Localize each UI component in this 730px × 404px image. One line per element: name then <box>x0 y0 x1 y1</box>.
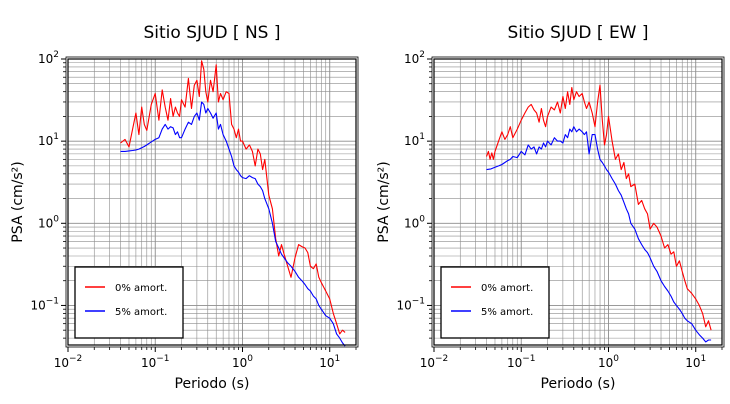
x-tick-label: 10−1 <box>141 354 170 370</box>
plot-frame-outer <box>431 56 725 348</box>
legend-label: 0% amort. <box>481 283 533 294</box>
x-tick-label-exp: 0 <box>613 354 619 364</box>
chart-title: Sitio SJUD [ NS ] <box>143 23 280 43</box>
x-tick-label-base: 10 <box>319 356 334 370</box>
y-tick-label-exp: 0 <box>419 214 425 224</box>
series-line-5pct-damping <box>486 126 712 343</box>
series-line-0pct-damping <box>485 84 712 331</box>
y-tick-label-exp: 2 <box>53 50 59 60</box>
x-tick-label: 101 <box>685 354 706 370</box>
legend-label: 5% amort. <box>481 307 533 318</box>
y-axis-label: PSA (cm/s²) <box>376 161 392 243</box>
series-line-5pct-damping <box>120 101 346 347</box>
y-tick-label-base: 10 <box>404 216 419 230</box>
x-tick-label-base: 10 <box>232 356 247 370</box>
y-tick-label: 102 <box>38 50 59 66</box>
series-line-0pct-damping <box>120 60 346 335</box>
x-axis-label: Periodo (s) <box>175 376 250 392</box>
x-tick-label-base: 10 <box>685 356 700 370</box>
y-tick-label-exp: 0 <box>53 214 59 224</box>
plot-frame <box>67 58 357 346</box>
y-tick-label-base: 10 <box>38 52 53 66</box>
x-tick-label-exp: −2 <box>435 354 448 364</box>
x-tick-label-exp: −2 <box>69 354 82 364</box>
y-tick-label-base: 10 <box>38 216 53 230</box>
y-tick-label-exp: 1 <box>53 132 59 142</box>
plot-frame-outer <box>65 56 359 348</box>
y-tick-label: 10−1 <box>396 296 425 312</box>
x-tick-label-base: 10 <box>141 356 156 370</box>
chart-title: Sitio SJUD [ EW ] <box>507 23 648 43</box>
x-tick-label: 100 <box>598 354 619 370</box>
y-tick-label: 100 <box>404 214 425 230</box>
x-tick-label: 10−1 <box>507 354 536 370</box>
plot-frame <box>433 58 723 346</box>
x-tick-label-base: 10 <box>420 356 435 370</box>
x-tick-label: 10−2 <box>54 354 83 370</box>
legend-label: 0% amort. <box>115 283 167 294</box>
x-tick-label-exp: −1 <box>156 354 169 364</box>
y-tick-label-base: 10 <box>30 298 45 312</box>
y-tick-label: 101 <box>404 132 425 148</box>
x-tick-label-base: 10 <box>598 356 613 370</box>
y-tick-label: 102 <box>404 50 425 66</box>
legend-label: 5% amort. <box>115 307 167 318</box>
x-tick-label-exp: 0 <box>247 354 253 364</box>
x-tick-label: 10−2 <box>420 354 449 370</box>
x-tick-label: 101 <box>319 354 340 370</box>
y-tick-label-base: 10 <box>404 52 419 66</box>
y-axis-label: PSA (cm/s²) <box>10 161 26 243</box>
y-tick-label-exp: 1 <box>419 132 425 142</box>
x-axis-label: Periodo (s) <box>541 376 616 392</box>
legend-box <box>440 266 550 339</box>
x-tick-label: 100 <box>232 354 253 370</box>
legend-box <box>74 266 184 339</box>
y-tick-label-base: 10 <box>404 134 419 148</box>
x-tick-label-exp: 1 <box>335 354 341 364</box>
x-tick-label-base: 10 <box>54 356 69 370</box>
y-tick-label-base: 10 <box>396 298 411 312</box>
y-tick-label-exp: −1 <box>412 296 425 306</box>
x-tick-label-exp: 1 <box>701 354 707 364</box>
y-tick-label: 101 <box>38 132 59 148</box>
y-tick-label: 100 <box>38 214 59 230</box>
y-tick-label-exp: 2 <box>419 50 425 60</box>
x-tick-label-base: 10 <box>507 356 522 370</box>
y-tick-label-exp: −1 <box>46 296 59 306</box>
x-tick-label-exp: −1 <box>522 354 535 364</box>
y-tick-label: 10−1 <box>30 296 59 312</box>
y-tick-label-base: 10 <box>38 134 53 148</box>
